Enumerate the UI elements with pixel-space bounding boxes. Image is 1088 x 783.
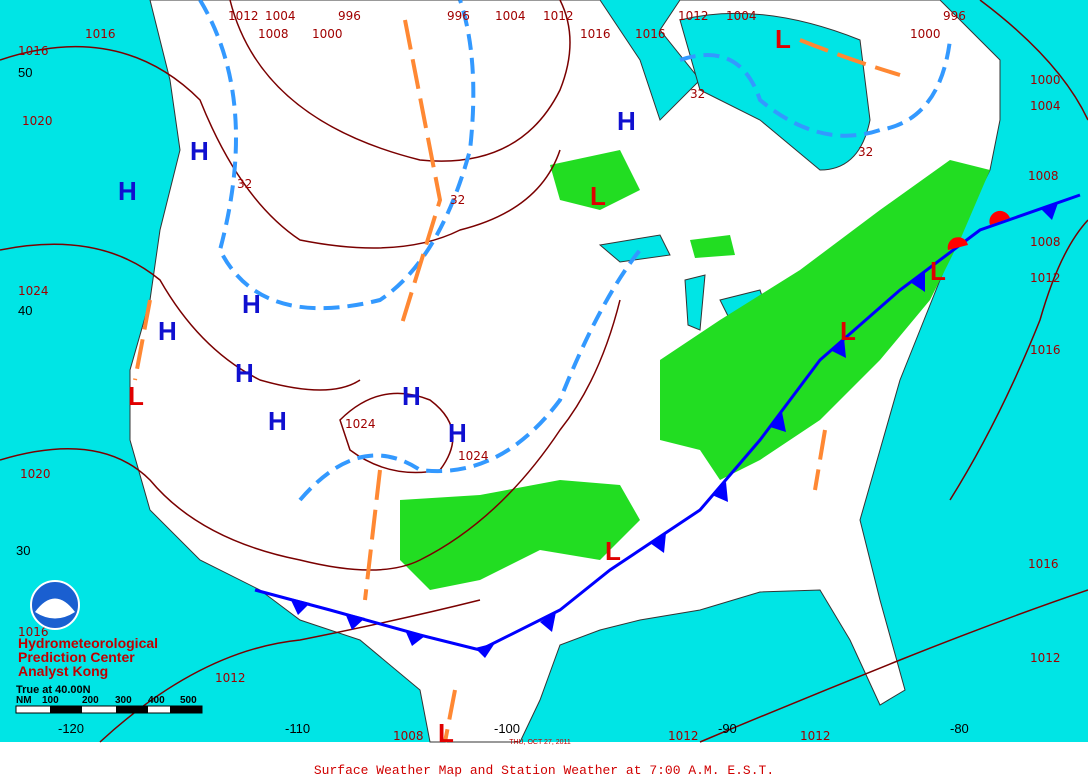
low-center: L xyxy=(930,256,946,286)
lows: L L L L L L L xyxy=(128,24,946,748)
high-center: H xyxy=(617,106,636,136)
warm-front xyxy=(947,210,1010,250)
isobar-label: 1012 xyxy=(543,9,574,23)
low-center: L xyxy=(128,381,144,411)
high-center: H xyxy=(402,381,421,411)
isobar-label: 1000 xyxy=(910,27,941,41)
scale-bar xyxy=(15,705,203,714)
scale-label: 200 xyxy=(82,695,99,706)
scale-label: 100 xyxy=(42,695,59,706)
freezing-line xyxy=(198,0,952,502)
latitude-label: 50 xyxy=(18,65,32,80)
isobar-label: 1016 xyxy=(580,27,611,41)
high-center: H xyxy=(158,316,177,346)
isobar-label: 1016 xyxy=(1028,557,1059,571)
low-center: L xyxy=(775,24,791,54)
isobar-label: 1000 xyxy=(1030,73,1061,87)
isobar-label: 1016 xyxy=(1030,343,1061,357)
low-center: L xyxy=(840,316,856,346)
isobar-label: 1004 xyxy=(495,9,526,23)
latitude-label: 40 xyxy=(18,303,32,318)
longitude-label: -80 xyxy=(950,721,969,736)
isobar-label: 1012 xyxy=(215,671,246,685)
isobar-label: 1012 xyxy=(678,9,709,23)
hudson-bay xyxy=(679,12,871,171)
isobar-label: 1000 xyxy=(312,27,343,41)
scale-unit: NM xyxy=(16,695,32,706)
isobar-label: 1016 xyxy=(635,27,666,41)
high-center: H xyxy=(242,289,261,319)
isobar-label: 1012 xyxy=(228,9,259,23)
scale-label: 500 xyxy=(180,695,197,706)
isobar-label: 1004 xyxy=(1030,99,1061,113)
isobar-label: 1024 xyxy=(458,449,489,463)
credit-line: Prediction Center xyxy=(18,649,135,665)
scale-label: 400 xyxy=(148,695,165,706)
isobar-label: 1008 xyxy=(1030,235,1061,249)
isobar-label: 1008 xyxy=(393,729,424,743)
longitude-label: -120 xyxy=(58,721,84,736)
high-center: H xyxy=(448,418,467,448)
precipitation xyxy=(400,150,990,590)
latitude-label: 30 xyxy=(16,543,30,558)
isobar-label: 1020 xyxy=(20,467,51,481)
isobar-label: 1012 xyxy=(1030,651,1061,665)
isobar-label: 1008 xyxy=(258,27,289,41)
isobar-label: 1016 xyxy=(18,44,49,58)
isobar-label: 996 xyxy=(447,9,470,23)
isobar-label: 1008 xyxy=(1028,169,1059,183)
credit-line: Hydrometeorological xyxy=(18,635,158,651)
high-center: H xyxy=(235,358,254,388)
isobar-label: 1004 xyxy=(726,9,757,23)
isobar-labels: 1012 1004 996 996 1004 1012 1012 1004 99… xyxy=(18,9,1061,743)
isobar-label: 1012 xyxy=(800,729,831,743)
noaa-logo xyxy=(30,580,80,630)
longitude-label: -100 xyxy=(494,721,520,736)
isobar-label: 1024 xyxy=(345,417,376,431)
longitude-label: -90 xyxy=(718,721,737,736)
longitude-label: -110 xyxy=(285,721,310,736)
isobar-label: 1004 xyxy=(265,9,296,23)
isobar-label: 1020 xyxy=(22,114,53,128)
isobar-label: 32 xyxy=(237,177,252,191)
isobar-label: 1024 xyxy=(18,284,49,298)
low-center: L xyxy=(605,536,621,566)
scale-title: True at 40.00N xyxy=(16,684,91,696)
high-center: H xyxy=(118,176,137,206)
map-caption: Surface Weather Map and Station Weather … xyxy=(314,763,774,778)
isobar-label: 1012 xyxy=(668,729,699,743)
isobar-label: 1012 xyxy=(1030,271,1061,285)
highs: H H H H H H H H H xyxy=(118,106,636,448)
high-center: H xyxy=(268,406,287,436)
scale-label: 300 xyxy=(115,695,132,706)
map-date: THU, OCT 27, 2011 xyxy=(509,739,571,746)
credit-line: Analyst Kong xyxy=(18,663,108,679)
isobar-label: 32 xyxy=(858,145,873,159)
land xyxy=(129,0,1001,743)
isobar-label: 1016 xyxy=(85,27,116,41)
cold-front xyxy=(254,193,1081,658)
low-center: L xyxy=(438,718,454,748)
troughs xyxy=(133,19,901,743)
isobar-label: 32 xyxy=(450,193,465,207)
isobar-label: 1016 xyxy=(18,625,49,639)
high-center: H xyxy=(190,136,209,166)
isobar-label: 996 xyxy=(338,9,361,23)
low-center: L xyxy=(590,181,606,211)
isobar-label: 32 xyxy=(690,87,705,101)
isobar-label: 996 xyxy=(943,9,966,23)
